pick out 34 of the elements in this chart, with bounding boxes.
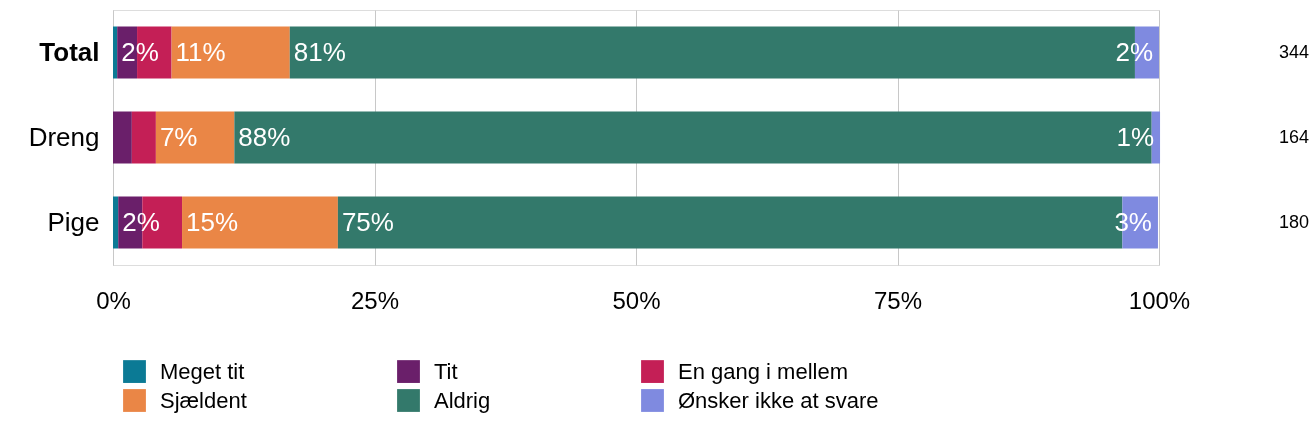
bar [155, 111, 235, 164]
data-label: 81% [293, 36, 346, 67]
y-tick-label: Pige [47, 206, 100, 237]
x-tick-label: 75% [873, 286, 923, 314]
data-label: 88% [238, 121, 291, 152]
bar [113, 196, 119, 249]
legend-label: En gang i mellem [678, 358, 848, 384]
data-label: 2% [121, 36, 159, 67]
data-label: 11% [175, 36, 226, 67]
data-label: 75% [341, 206, 394, 237]
x-tick-label: 0% [96, 286, 131, 314]
legend-label: Tit [434, 358, 458, 384]
bar [131, 111, 156, 164]
data-label: 7% [159, 121, 198, 152]
text: 164 [1278, 126, 1309, 147]
legend-label: Meget tit [160, 358, 245, 384]
y-tick-label: Total [39, 36, 100, 67]
text: 344 [1278, 41, 1309, 62]
bar [113, 26, 118, 79]
x-tick-label: 50% [612, 286, 661, 314]
legend-label: Aldrig [434, 387, 491, 413]
y-tick-label: Dreng [28, 121, 100, 152]
x-tick-label: 25% [350, 286, 400, 314]
bar [234, 111, 1152, 164]
legend-label: Ønsker ikke at svare [678, 387, 879, 413]
data-label: 2% [1115, 36, 1153, 67]
data-label: 15% [186, 206, 239, 237]
text: 180 [1278, 211, 1309, 232]
x-tick-label: 100% [1128, 286, 1191, 314]
bar [113, 111, 132, 164]
legend-label: Sjældent [160, 387, 247, 413]
data-label: 2% [122, 206, 160, 237]
bar [182, 196, 338, 249]
bar [171, 26, 290, 79]
